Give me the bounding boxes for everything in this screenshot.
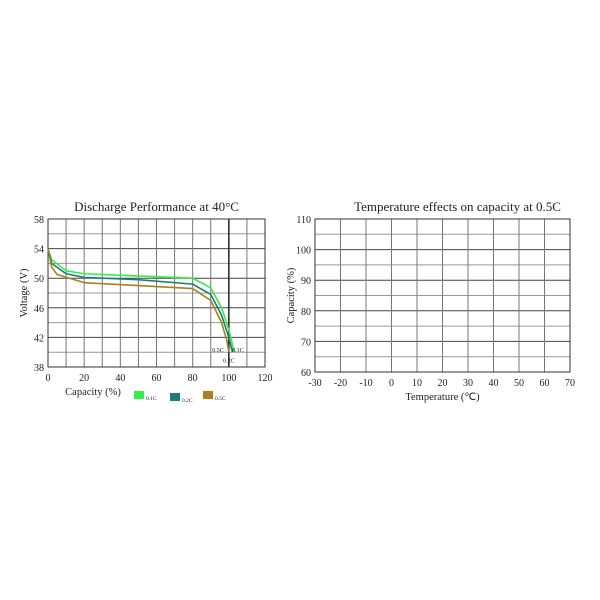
y-tick-label: 60 [301, 368, 311, 379]
x-tick-label: -30 [308, 378, 321, 389]
annotation: 0.2C [223, 359, 235, 365]
x-tick-label: 0 [46, 373, 51, 384]
x-tick-label: -20 [334, 378, 347, 389]
x-tick-label: 100 [221, 373, 236, 384]
x-tick-label: 30 [463, 378, 473, 389]
y-tick-label: 58 [34, 215, 44, 226]
legend-swatch [170, 393, 180, 401]
chart-title: Temperature effects on capacity at 0.5C [354, 199, 561, 214]
legend-label: 0.5C [215, 396, 226, 402]
y-tick-label: 110 [296, 215, 311, 226]
plot-frame [314, 218, 571, 373]
y-tick-label: 70 [301, 337, 311, 348]
x-tick-label: 50 [514, 378, 524, 389]
annotation: 0.1C [232, 348, 244, 354]
y-tick-label: 100 [296, 246, 311, 257]
x-tick-label: 10 [412, 378, 422, 389]
series-line-0.2C [47, 248, 234, 353]
series-line-0.1C [47, 248, 236, 353]
annotation: 0.5C [212, 348, 224, 354]
legend-label: 0.2C [182, 398, 193, 404]
x-tick-label: -10 [359, 378, 372, 389]
y-tick-label: 42 [34, 333, 44, 344]
x-tick-label: 80 [188, 373, 198, 384]
series-line-0.5C [47, 248, 230, 353]
x-tick-label: 20 [438, 378, 448, 389]
x-tick-label: 60 [540, 378, 550, 389]
legend-label: 0.1C [146, 396, 157, 402]
legend-swatch [134, 391, 144, 399]
x-tick-label: 40 [489, 378, 499, 389]
y-axis-label: Voltage (V) [19, 268, 30, 318]
x-tick-label: 0 [389, 378, 394, 389]
y-tick-label: 90 [301, 276, 311, 287]
legend-swatch [203, 391, 213, 399]
chart-title: Discharge Performance at 40°C [74, 199, 239, 214]
x-tick-label: 20 [79, 373, 89, 384]
x-tick-label: 60 [152, 373, 162, 384]
plot-frame [47, 218, 266, 368]
x-tick-label: 40 [115, 373, 125, 384]
y-tick-label: 80 [301, 307, 311, 318]
y-axis-label: Capacity (%) [286, 267, 297, 323]
y-tick-label: 50 [34, 274, 44, 285]
x-axis-label: Temperature (℃) [405, 392, 480, 403]
y-tick-label: 46 [34, 304, 44, 315]
x-tick-label: 70 [565, 378, 575, 389]
x-tick-label: 120 [258, 373, 273, 384]
x-axis-label: Capacity (%) [65, 387, 121, 398]
y-tick-label: 54 [34, 245, 44, 256]
y-tick-label: 38 [34, 363, 44, 374]
